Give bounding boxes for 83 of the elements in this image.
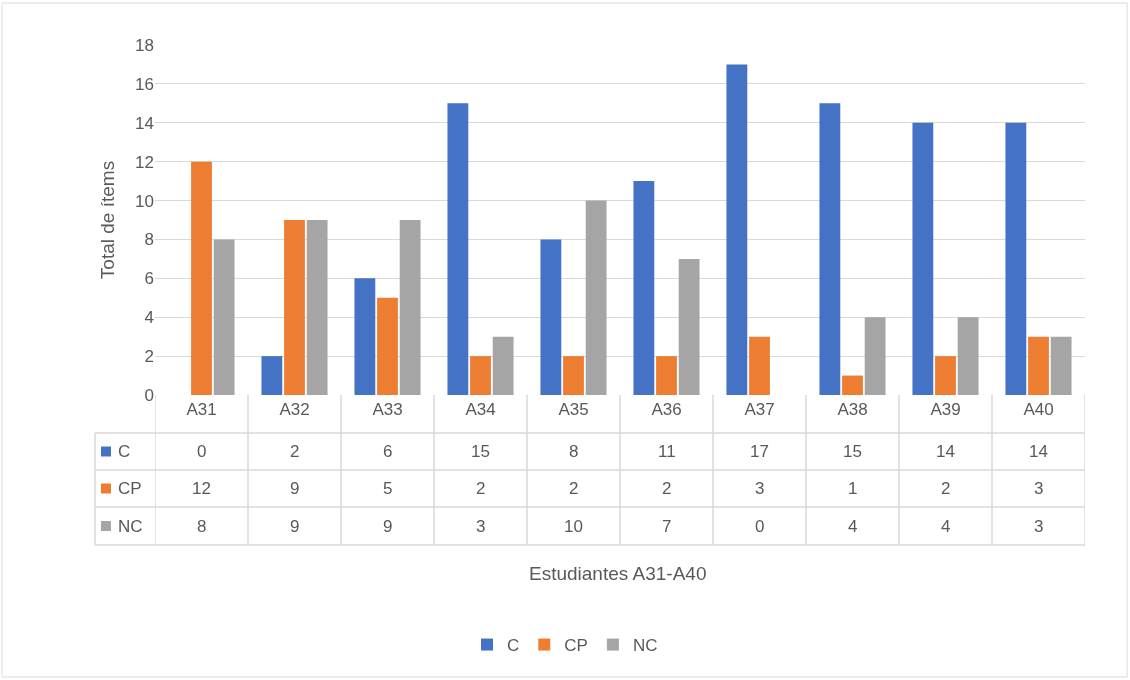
- bar: [213, 239, 235, 395]
- data-label: 9: [383, 517, 393, 536]
- bar: [563, 356, 584, 395]
- bar: [842, 375, 863, 395]
- data-label: 9: [290, 479, 300, 498]
- data-label: 2: [290, 442, 300, 461]
- bar: [957, 317, 979, 395]
- bar: [1050, 336, 1072, 395]
- bar: [306, 220, 328, 395]
- data-label: 15: [471, 442, 490, 461]
- y-tick-label: 0: [144, 385, 154, 405]
- legend-label: CP: [118, 479, 142, 498]
- y-tick-label: 18: [135, 35, 154, 55]
- bar: [492, 336, 514, 395]
- data-label: 3: [1034, 479, 1044, 498]
- bar: [191, 161, 212, 395]
- text: Estudiantes A31-A40: [529, 563, 707, 584]
- bar: [678, 258, 700, 395]
- x-tick-label: A38: [837, 400, 868, 419]
- x-tick-label: A40: [1023, 400, 1054, 419]
- x-tick-label: A37: [744, 400, 775, 419]
- bar: [656, 356, 677, 395]
- bar: [377, 297, 398, 395]
- data-label: 8: [569, 442, 579, 461]
- data-label: 3: [755, 479, 765, 498]
- bar: [447, 103, 469, 395]
- data-label: 6: [383, 442, 393, 461]
- data-label: 2: [569, 479, 579, 498]
- data-label: 7: [662, 517, 672, 536]
- bar: [399, 220, 421, 395]
- data-label: 3: [1034, 517, 1044, 536]
- data-label: 0: [755, 517, 765, 536]
- bar: [1028, 336, 1049, 395]
- y-tick-label: 8: [144, 230, 154, 250]
- x-tick-label: A36: [651, 400, 682, 419]
- y-tick-label: 10: [135, 191, 154, 211]
- bar: [864, 317, 886, 395]
- bar: [1005, 122, 1027, 395]
- bar: [284, 220, 305, 395]
- bar: [354, 278, 376, 395]
- y-tick-label: 6: [144, 269, 154, 289]
- data-label: 2: [476, 479, 486, 498]
- data-label: 17: [750, 442, 769, 461]
- data-label: 15: [843, 442, 862, 461]
- data-label: 8: [197, 517, 207, 536]
- data-label: 1: [848, 479, 858, 498]
- data-label: 4: [941, 517, 951, 536]
- y-axis-title: Total de ítems: [96, 160, 118, 280]
- data-label: 0: [197, 442, 207, 461]
- bar: [585, 200, 607, 395]
- x-tick-label: A34: [465, 400, 496, 419]
- legend-label: C: [118, 442, 131, 461]
- legend-label: NC: [118, 517, 143, 536]
- data-label: 12: [192, 479, 211, 498]
- bar: [819, 103, 841, 395]
- bar: [261, 356, 283, 395]
- data-label: 2: [941, 479, 951, 498]
- bar: [540, 239, 562, 395]
- bar: [935, 356, 956, 395]
- bar: [726, 64, 748, 395]
- x-tick-label: A32: [279, 400, 310, 419]
- data-label: 11: [658, 442, 676, 461]
- data-label: 4: [848, 517, 858, 536]
- y-tick-label: 14: [135, 113, 154, 133]
- data-label: 14: [936, 442, 955, 461]
- bar: [912, 122, 934, 395]
- data-label: 2: [662, 479, 672, 498]
- data-label: 9: [290, 517, 300, 536]
- x-tick-label: A31: [186, 400, 217, 419]
- data-label: 10: [564, 517, 583, 536]
- x-tick-label: A35: [558, 400, 589, 419]
- data-label: 5: [383, 479, 393, 498]
- bar: [633, 181, 655, 395]
- data-label: 14: [1029, 442, 1048, 461]
- bar: [470, 356, 491, 395]
- x-tick-label: A33: [372, 400, 403, 419]
- bar: [749, 336, 770, 395]
- y-tick-label: 2: [144, 347, 154, 367]
- y-tick-label: 4: [144, 308, 154, 328]
- x-tick-label: A39: [930, 400, 961, 419]
- y-tick-label: 16: [135, 74, 154, 94]
- data-label: 3: [476, 517, 486, 536]
- y-tick-label: 12: [135, 152, 154, 172]
